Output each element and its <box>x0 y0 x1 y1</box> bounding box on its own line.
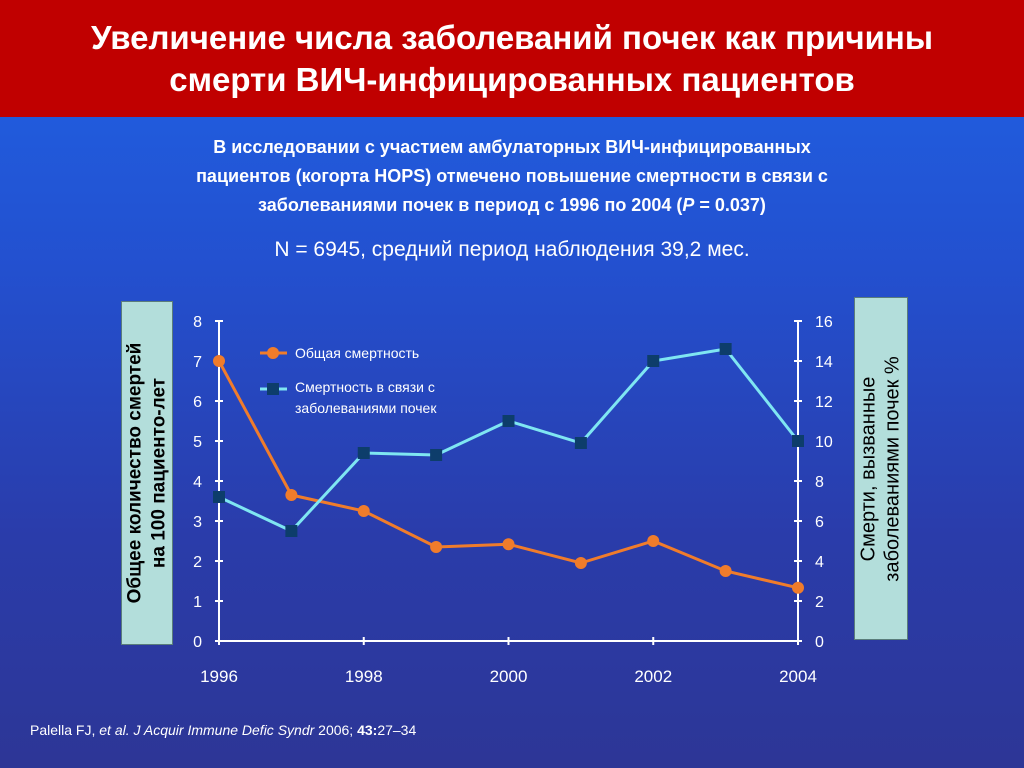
total-mortality-point <box>502 538 515 551</box>
right-y-tick-label: 0 <box>815 634 824 651</box>
left-y-tick-label: 6 <box>193 394 202 411</box>
kidney-mortality-point <box>357 447 370 459</box>
citation-year: 2006; <box>314 722 358 738</box>
left-y-axis-label-box: Общее количество смертей на 100 пациенто… <box>121 301 173 645</box>
right-y-axis-label: Смерти, вызванные заболеваниями почек % <box>857 356 905 581</box>
kidney-mortality-point <box>213 491 225 503</box>
right-y-axis-label-line-2: заболеваниями почек % <box>882 355 905 582</box>
left-y-tick-label: 7 <box>193 354 202 371</box>
citation: Palella FJ, et al. J Acquir Immune Defic… <box>30 722 416 738</box>
legend-total-marker <box>267 347 279 359</box>
right-y-tick-label: 14 <box>815 354 833 371</box>
total-mortality-point <box>647 535 660 547</box>
right-y-tick-label: 6 <box>815 514 824 531</box>
total-mortality-line <box>217 360 799 590</box>
kidney-mortality-point <box>502 415 515 427</box>
legend-kidney-label-line-1: Смертность в связи с <box>295 379 435 395</box>
left-y-tick-label: 8 <box>193 314 202 331</box>
citation-volume: 43: <box>357 722 378 738</box>
right-y-tick-label: 12 <box>815 394 833 411</box>
kidney-mortality-point <box>719 343 732 355</box>
x-tick-label: 2002 <box>634 667 672 686</box>
total-mortality-point <box>792 581 804 594</box>
total-mortality-point <box>357 505 370 517</box>
citation-etal: et al. <box>99 722 130 738</box>
legend-kidney-marker <box>267 383 279 395</box>
total-mortality-point <box>574 557 587 569</box>
left-y-axis-label-line-2: на 100 пациенто-лет <box>148 377 170 569</box>
legend-kidney-label-line-2: заболеваниями почек <box>295 400 437 416</box>
right-y-tick-label: 10 <box>815 434 833 451</box>
kidney-mortality-point <box>647 355 660 367</box>
kidney-mortality-point <box>792 435 804 447</box>
x-tick-label: 1996 <box>200 667 238 686</box>
x-tick-label: 1998 <box>345 667 383 686</box>
x-tick-label: 2000 <box>490 667 528 686</box>
right-y-axis-label-line-1: Смерти, вызванные <box>858 376 881 561</box>
study-description-line-3: заболеваниями почек в период с 1996 по 2… <box>60 191 964 220</box>
left-y-tick-label: 3 <box>193 514 202 531</box>
study-description-line-1: В исследовании с участием амбулаторных В… <box>213 137 811 157</box>
left-y-tick-label: 5 <box>193 434 202 451</box>
left-y-axis-label-line-1: Общее количество смертей <box>124 342 146 604</box>
citation-author: Palella FJ, <box>30 722 100 738</box>
kidney-mortality-point <box>285 525 298 537</box>
left-y-tick-label: 1 <box>193 594 202 611</box>
legend-total-label: Общая смертность <box>295 345 419 361</box>
citation-pages: 27–34 <box>377 722 417 738</box>
total-mortality-point <box>213 355 225 367</box>
total-mortality-point <box>430 541 443 553</box>
p-value-symbol: P <box>682 195 695 215</box>
left-y-tick-label: 2 <box>193 554 202 571</box>
slide-title-line-1: Увеличение числа заболеваний почек как п… <box>90 18 933 56</box>
kidney-mortality-line <box>218 347 800 533</box>
x-tick-label: 2004 <box>779 667 817 686</box>
total-mortality-point <box>719 565 732 577</box>
study-description: В исследовании с участием амбулаторных В… <box>60 133 964 220</box>
cohort-note: N = 6945, средний период наблюдения 39,2… <box>274 238 750 261</box>
left-y-tick-label: 0 <box>193 634 202 651</box>
right-y-tick-label: 16 <box>815 314 833 331</box>
slide-title: Увеличение числа заболеваний почек как п… <box>0 0 1024 117</box>
right-y-axis-label-box: Смерти, вызванные заболеваниями почек % <box>854 297 908 640</box>
kidney-mortality-point <box>574 437 587 449</box>
right-y-tick-label: 2 <box>815 594 824 611</box>
study-description-line-3-end: = 0.037) <box>694 195 766 215</box>
left-y-axis-label: Общее количество смертей на 100 пациенто… <box>123 343 171 604</box>
left-y-tick-label: 4 <box>193 474 202 491</box>
total-mortality-point <box>285 489 298 501</box>
study-description-line-2: пациентов (когорта HOPS) отмечено повыше… <box>196 166 828 186</box>
study-description-line-3-start: заболеваниями почек в период с 1996 по 2… <box>258 195 683 215</box>
kidney-mortality-point <box>430 449 443 461</box>
slide-title-line-2: смерти ВИЧ-инфицированных пациентов <box>169 60 855 98</box>
right-y-tick-label: 4 <box>815 554 824 571</box>
citation-journal: J Acquir Immune Defic Syndr <box>129 722 315 738</box>
right-y-tick-label: 8 <box>815 474 824 491</box>
